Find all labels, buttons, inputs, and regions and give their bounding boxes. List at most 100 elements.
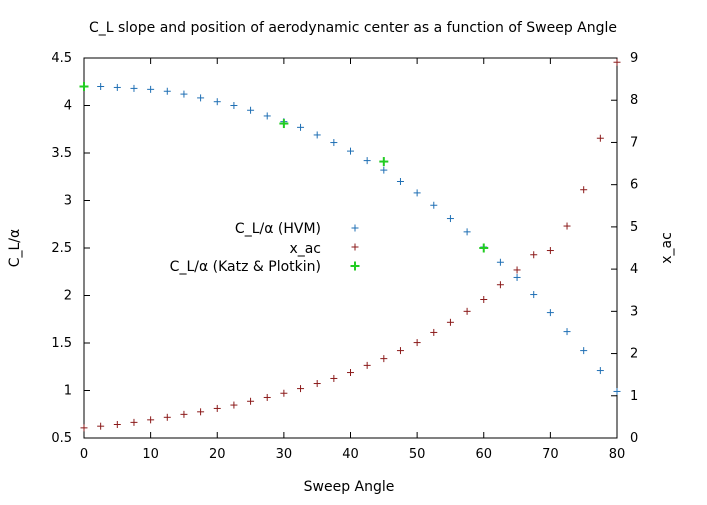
y-axis-label: C_L/α	[7, 229, 23, 268]
data-point-hvm	[297, 123, 305, 131]
data-point-xac	[213, 404, 221, 412]
data-point-xac	[530, 251, 538, 259]
y2-tick-label: 9	[630, 51, 638, 66]
y-tick-label: 1.5	[51, 336, 72, 351]
y2-tick-label: 1	[630, 389, 638, 404]
data-point-hvm	[130, 84, 138, 92]
data-point-xac	[313, 380, 321, 388]
data-point-hvm	[496, 258, 504, 266]
axes	[83, 57, 618, 439]
data-point-xac	[546, 247, 554, 255]
data-point-xac	[280, 389, 288, 397]
data-point-hvm	[430, 201, 438, 209]
x-axis-label: Sweep Angle	[304, 479, 395, 495]
data-point-xac	[113, 420, 121, 428]
data-point-xac	[80, 424, 88, 432]
x-tick-label: 40	[342, 447, 359, 462]
data-point-xac	[380, 355, 388, 363]
x-tick-label: 70	[542, 447, 559, 462]
data-point-xac	[330, 374, 338, 382]
data-point-hvm	[513, 273, 521, 281]
data-point-hvm	[363, 157, 371, 165]
data-point-xac	[513, 266, 521, 274]
data-point-xac	[197, 408, 205, 416]
data-point-xac	[230, 401, 238, 409]
data-point-xac	[413, 339, 421, 347]
data-point-xac	[446, 318, 454, 326]
chart-title: C_L slope and position of aerodynamic ce…	[89, 20, 617, 36]
y2-axis-label: x_ac	[659, 232, 675, 264]
x-tick-label: 10	[142, 447, 159, 462]
data-point-hvm	[596, 367, 604, 375]
x-tick-label: 80	[609, 447, 626, 462]
data-point-hvm	[197, 94, 205, 102]
y2-tick-label: 2	[630, 347, 638, 362]
y-tick-label: 1	[64, 384, 72, 399]
y2-tick-label: 5	[630, 220, 638, 235]
y-tick-label: 4	[64, 99, 72, 114]
data-point-xac	[180, 410, 188, 418]
data-point-hvm	[446, 215, 454, 223]
data-point-xac	[347, 369, 354, 377]
data-point-xac	[363, 361, 371, 369]
data-marks	[79, 58, 621, 432]
y2-tick-label: 6	[630, 178, 638, 193]
data-point-hvm	[113, 83, 121, 91]
ticks: 0 10 20 30 40 50 60 70 80 0.5 1 1.5 2 2.5 3 3.5 4 4.5 0 1 2 3…	[51, 51, 638, 462]
data-point-xac	[263, 393, 271, 401]
data-point-xac	[496, 281, 504, 289]
data-point-xac	[596, 134, 604, 142]
legend-label-hvm: C_L/α (HVM)	[235, 221, 321, 237]
legend-label-xac: x_ac	[289, 241, 321, 257]
data-point-hvm	[213, 98, 221, 106]
data-point-xac	[396, 347, 404, 355]
y-tick-label: 2.5	[51, 241, 72, 256]
data-point-hvm	[546, 309, 554, 317]
data-point-xac	[480, 296, 488, 304]
data-point-hvm	[463, 228, 471, 236]
y-tick-label: 2	[64, 289, 72, 304]
data-point-xac	[563, 222, 571, 230]
data-point-hvm	[563, 328, 571, 336]
data-point-xac	[130, 418, 138, 426]
data-point-katz	[279, 119, 289, 129]
y-tick-label: 4.5	[51, 51, 72, 66]
data-point-hvm	[530, 291, 538, 299]
legend: C_L/α (HVM) x_ac C_L/α (Katz & Plotkin)	[170, 221, 360, 275]
data-point-hvm	[180, 90, 188, 98]
y2-tick-label: 4	[630, 262, 638, 277]
x-tick-label: 0	[80, 447, 88, 462]
legend-marker-hvm	[351, 224, 359, 232]
data-point-katz	[79, 82, 89, 91]
data-point-hvm	[413, 189, 421, 197]
legend-marker-xac	[351, 243, 359, 251]
data-point-katz	[479, 243, 489, 253]
data-point-xac	[430, 328, 438, 336]
legend-label-katz: C_L/α (Katz & Plotkin)	[170, 259, 321, 275]
x-tick-label: 20	[209, 447, 226, 462]
data-point-katz	[379, 157, 389, 167]
data-point-xac	[297, 385, 305, 393]
data-point-xac	[97, 422, 105, 430]
y-tick-label: 3	[64, 194, 72, 209]
legend-marker-katz	[350, 261, 360, 271]
y2-tick-label: 3	[630, 304, 638, 319]
data-point-hvm	[147, 85, 155, 93]
data-point-hvm	[97, 83, 105, 90]
data-point-hvm	[347, 147, 354, 155]
data-point-hvm	[380, 166, 388, 174]
data-point-xac	[463, 307, 471, 315]
data-point-xac	[147, 416, 155, 424]
data-point-hvm	[163, 87, 171, 95]
data-point-xac	[247, 397, 255, 405]
y-tick-label: 3.5	[51, 146, 72, 161]
x-tick-label: 50	[409, 447, 426, 462]
x-tick-label: 30	[276, 447, 293, 462]
data-point-hvm	[247, 106, 255, 114]
plot-frame	[83, 57, 618, 439]
x-tick-label: 60	[475, 447, 492, 462]
y2-tick-label: 8	[630, 93, 638, 108]
y-tick-label: 0.5	[51, 431, 72, 446]
